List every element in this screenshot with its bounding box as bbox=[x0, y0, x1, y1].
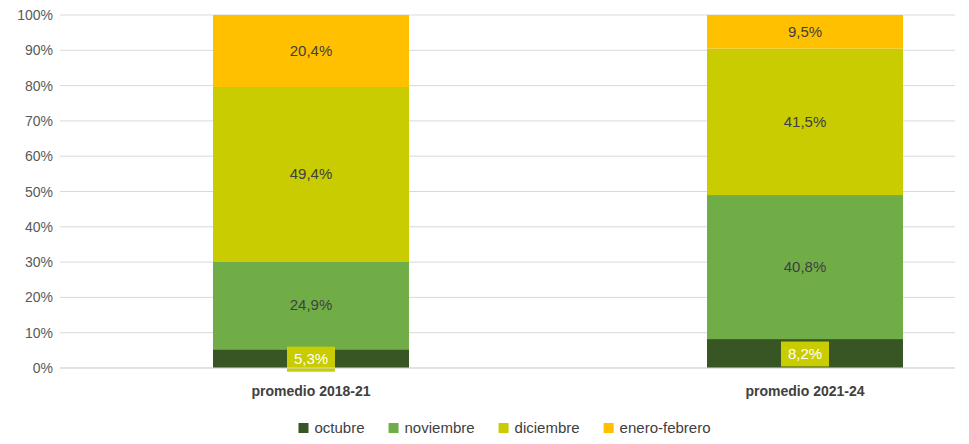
data-labels: 5,3% 24,9% 49,4% 20,4% 8,2% 40,8% 41,5% 9,5% bbox=[287, 23, 829, 372]
data-label: 49,4% bbox=[290, 165, 333, 182]
y-tick-label: 20% bbox=[25, 289, 53, 305]
data-label: 40,8% bbox=[784, 258, 827, 275]
legend-swatch bbox=[604, 423, 614, 433]
grid-line bbox=[60, 368, 955, 369]
y-tick-label: 60% bbox=[25, 148, 53, 164]
y-tick-label: 0% bbox=[33, 360, 53, 376]
bars bbox=[213, 15, 903, 368]
data-label-box bbox=[781, 342, 829, 367]
y-tick-label: 70% bbox=[25, 113, 53, 129]
data-label: 8,2% bbox=[788, 345, 822, 362]
data-label: 41,5% bbox=[784, 113, 827, 130]
data-label: 20,4% bbox=[290, 42, 333, 59]
legend: octubre noviembre diciembre enero-febrero bbox=[298, 419, 710, 436]
x-tick-label: promedio 2021-24 bbox=[745, 383, 864, 399]
legend-swatch bbox=[389, 423, 399, 433]
bar-segment bbox=[213, 15, 409, 87]
legend-label: noviembre bbox=[405, 419, 475, 436]
legend-swatch bbox=[298, 423, 308, 433]
y-tick-label: 30% bbox=[25, 254, 53, 270]
bar-segment bbox=[707, 339, 903, 368]
y-tick-label: 40% bbox=[25, 219, 53, 235]
bar-segment bbox=[213, 87, 409, 261]
x-tick-label: promedio 2018-21 bbox=[251, 383, 370, 399]
bar-segment bbox=[707, 49, 903, 195]
bar-segment bbox=[213, 261, 409, 349]
data-label: 9,5% bbox=[788, 23, 822, 40]
data-label: 24,9% bbox=[290, 296, 333, 313]
y-tick-label: 10% bbox=[25, 325, 53, 341]
x-axis bbox=[60, 368, 955, 369]
y-tick-label: 90% bbox=[25, 42, 53, 58]
legend-label: diciembre bbox=[515, 419, 580, 436]
grid bbox=[60, 15, 955, 368]
data-label: 5,3% bbox=[294, 350, 328, 367]
legend-label: octubre bbox=[314, 419, 364, 436]
bar-segment bbox=[213, 349, 409, 368]
bar-segment bbox=[707, 15, 903, 49]
y-tick-label: 50% bbox=[25, 184, 53, 200]
legend-swatch bbox=[499, 423, 509, 433]
y-tick-label: 100% bbox=[17, 7, 53, 23]
y-tick-label: 80% bbox=[25, 78, 53, 94]
bar-segment bbox=[707, 195, 903, 339]
chart: 0% 10% 20% 30% 40% 50% 60% 70% 80% 90% 100% 5,3% 24,… bbox=[0, 0, 969, 444]
legend-label: enero-febrero bbox=[620, 419, 711, 436]
